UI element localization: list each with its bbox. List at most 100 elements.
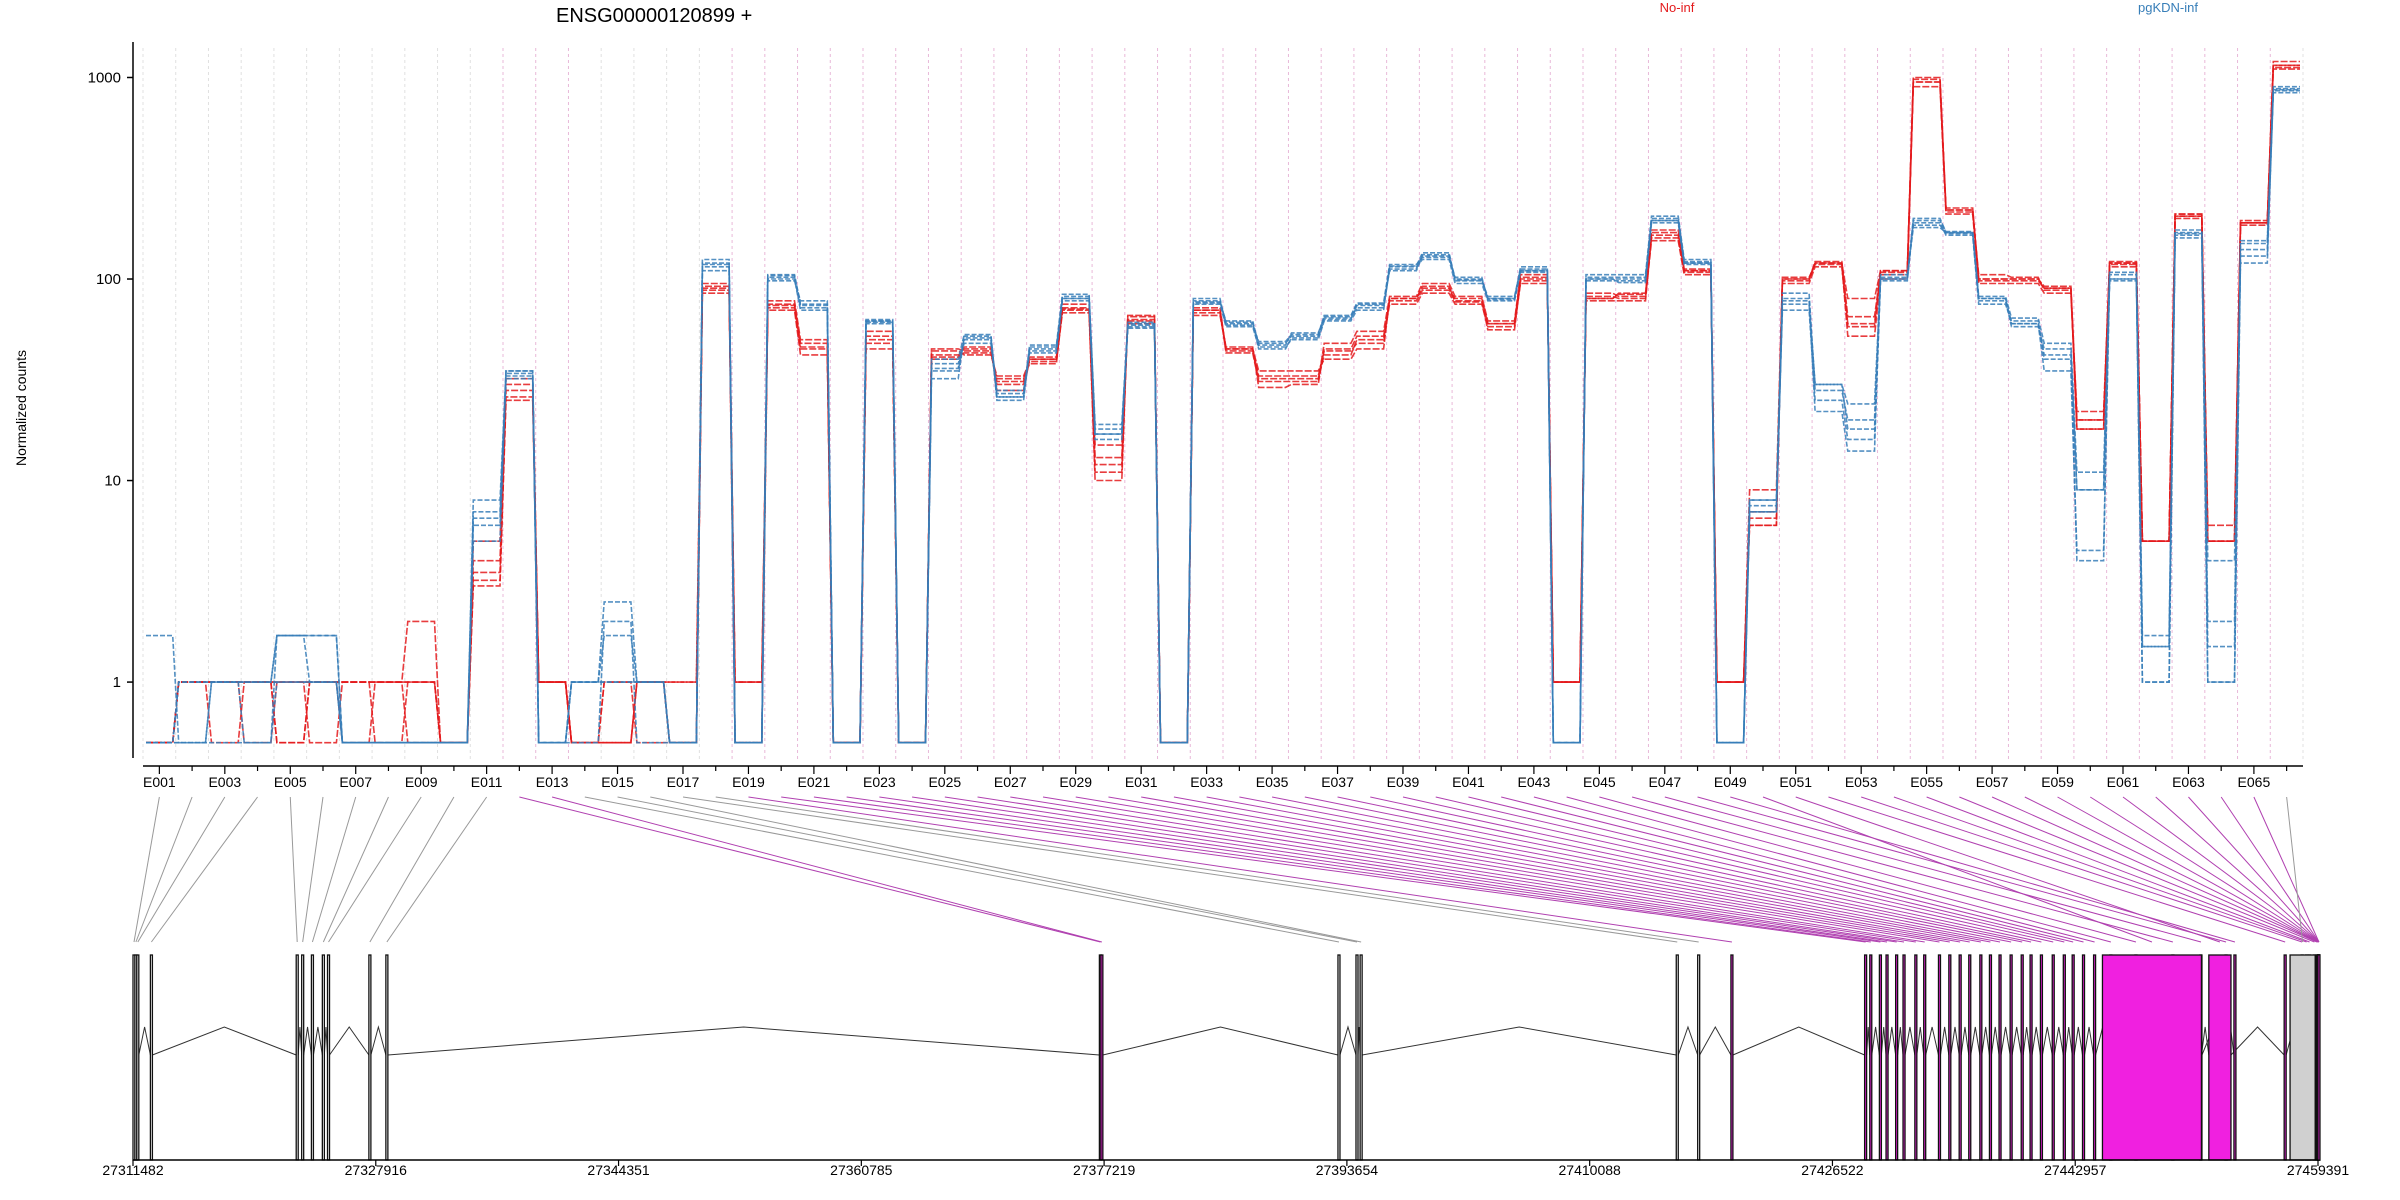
exon-connector (2057, 796, 2319, 943)
x-tick-label: E003 (208, 774, 241, 790)
intron (2200, 1026, 2210, 1056)
exon-connector (369, 796, 455, 943)
exon-block (2029, 954, 2033, 1161)
intron (152, 1026, 297, 1056)
exon-connector (584, 796, 1340, 943)
exon-connector (2090, 796, 2319, 943)
intron (303, 1026, 312, 1056)
intron (1887, 1026, 1897, 1056)
x-tick-label: E047 (1648, 774, 1681, 790)
intron (138, 1026, 151, 1056)
x-tick-label: E055 (1910, 774, 1943, 790)
exon-connector (2024, 796, 2318, 943)
exon-block (368, 954, 372, 1161)
intron (1897, 1026, 1904, 1056)
exon-connector (2188, 796, 2320, 943)
exon-connector (1075, 796, 1950, 943)
exon-connector (650, 796, 1362, 943)
exon-connector (289, 796, 298, 943)
exon-block (1730, 954, 1734, 1161)
x-tick-label: E057 (1976, 774, 2009, 790)
exon-block (2020, 954, 2024, 1161)
exon-block (136, 954, 140, 1161)
intron (1339, 1025, 1357, 1056)
x-tick-label: E027 (994, 774, 1027, 790)
exon-block (2289, 954, 2316, 1161)
intron (1677, 1025, 1699, 1056)
exon-block (2101, 954, 2203, 1161)
exon-block (2092, 954, 2097, 1161)
exon-block (1359, 954, 1363, 1161)
x-tick-label: E007 (339, 774, 372, 790)
intron (312, 1026, 323, 1056)
coordinate-label: 27393654 (1316, 1162, 1379, 1178)
exon-connector (1533, 796, 2095, 943)
exon-block (295, 954, 299, 1161)
x-tick-label: E049 (1714, 774, 1747, 790)
intron (329, 1026, 370, 1056)
exon-connector (1206, 796, 1991, 943)
intron (387, 1026, 1100, 1056)
exon-connector (150, 796, 258, 943)
intron (1871, 1026, 1880, 1056)
exon-connector (1042, 796, 1940, 943)
y-axis-label: Normalized counts (13, 350, 29, 466)
axes: 1 10 100 1000 E001 E003 E005 E007 E009 E011 E013 E0… (88, 42, 2303, 790)
exon-block (1902, 954, 1906, 1161)
intron (1960, 1026, 1970, 1056)
exon-connector (879, 796, 1888, 943)
x-tick-label: E043 (1518, 774, 1551, 790)
intron (1916, 1026, 1925, 1056)
intron (1970, 1026, 1981, 1056)
exon-connector (1402, 796, 2054, 943)
intron (370, 1025, 387, 1056)
exon-connector (302, 796, 324, 943)
exon-block (301, 954, 305, 1161)
exon-connector (386, 796, 488, 943)
exon-connector (1239, 796, 2001, 943)
exon-block (1968, 954, 1972, 1161)
y-tick-label: 100 (96, 271, 121, 288)
exon-connector (1304, 796, 2023, 943)
exon-connector (748, 796, 1732, 943)
x-tick-label: E053 (1845, 774, 1878, 790)
exon-block (2233, 954, 2237, 1161)
x-tick-label: E015 (601, 774, 634, 790)
exon-connector (1795, 796, 2221, 943)
exon-connector (2220, 796, 2320, 943)
exon-connector (519, 796, 1101, 943)
x-tick-label: E025 (928, 774, 961, 790)
exon-block (1100, 954, 1104, 1161)
exon-connector (1926, 796, 2310, 943)
exon-block (321, 954, 326, 1161)
exon-block (1937, 954, 1942, 1161)
exon-connector (551, 796, 1102, 943)
intron (1981, 1026, 1990, 1056)
coordinate-label: 27360785 (830, 1162, 893, 1178)
exon-connector (1108, 796, 1961, 943)
intron (2230, 1026, 2285, 1056)
x-tick-label: E039 (1387, 774, 1420, 790)
x-tick-label: E017 (667, 774, 700, 790)
exon-connector (1664, 796, 2202, 943)
exon-connector (133, 796, 160, 943)
intron (1925, 1026, 1939, 1056)
exon-connector (912, 796, 1897, 943)
exon-connector (1337, 796, 2032, 943)
coordinate-label: 27410088 (1559, 1162, 1622, 1178)
intron (2053, 1026, 2064, 1056)
exon-block (1869, 954, 1873, 1161)
exon-block (326, 954, 331, 1161)
x-tick-label: E009 (405, 774, 438, 790)
exon-block (2208, 954, 2232, 1161)
exon-connector (977, 796, 1916, 943)
exon-connector (135, 796, 193, 943)
exon-block (1948, 954, 1952, 1161)
exon-connector (137, 796, 226, 943)
intron (2064, 1026, 2073, 1056)
exon-connector (813, 796, 1871, 943)
exon-connector (311, 796, 357, 943)
exon-connector (715, 796, 1699, 943)
intron (1699, 1025, 1732, 1056)
exon-connector (1173, 796, 1981, 943)
